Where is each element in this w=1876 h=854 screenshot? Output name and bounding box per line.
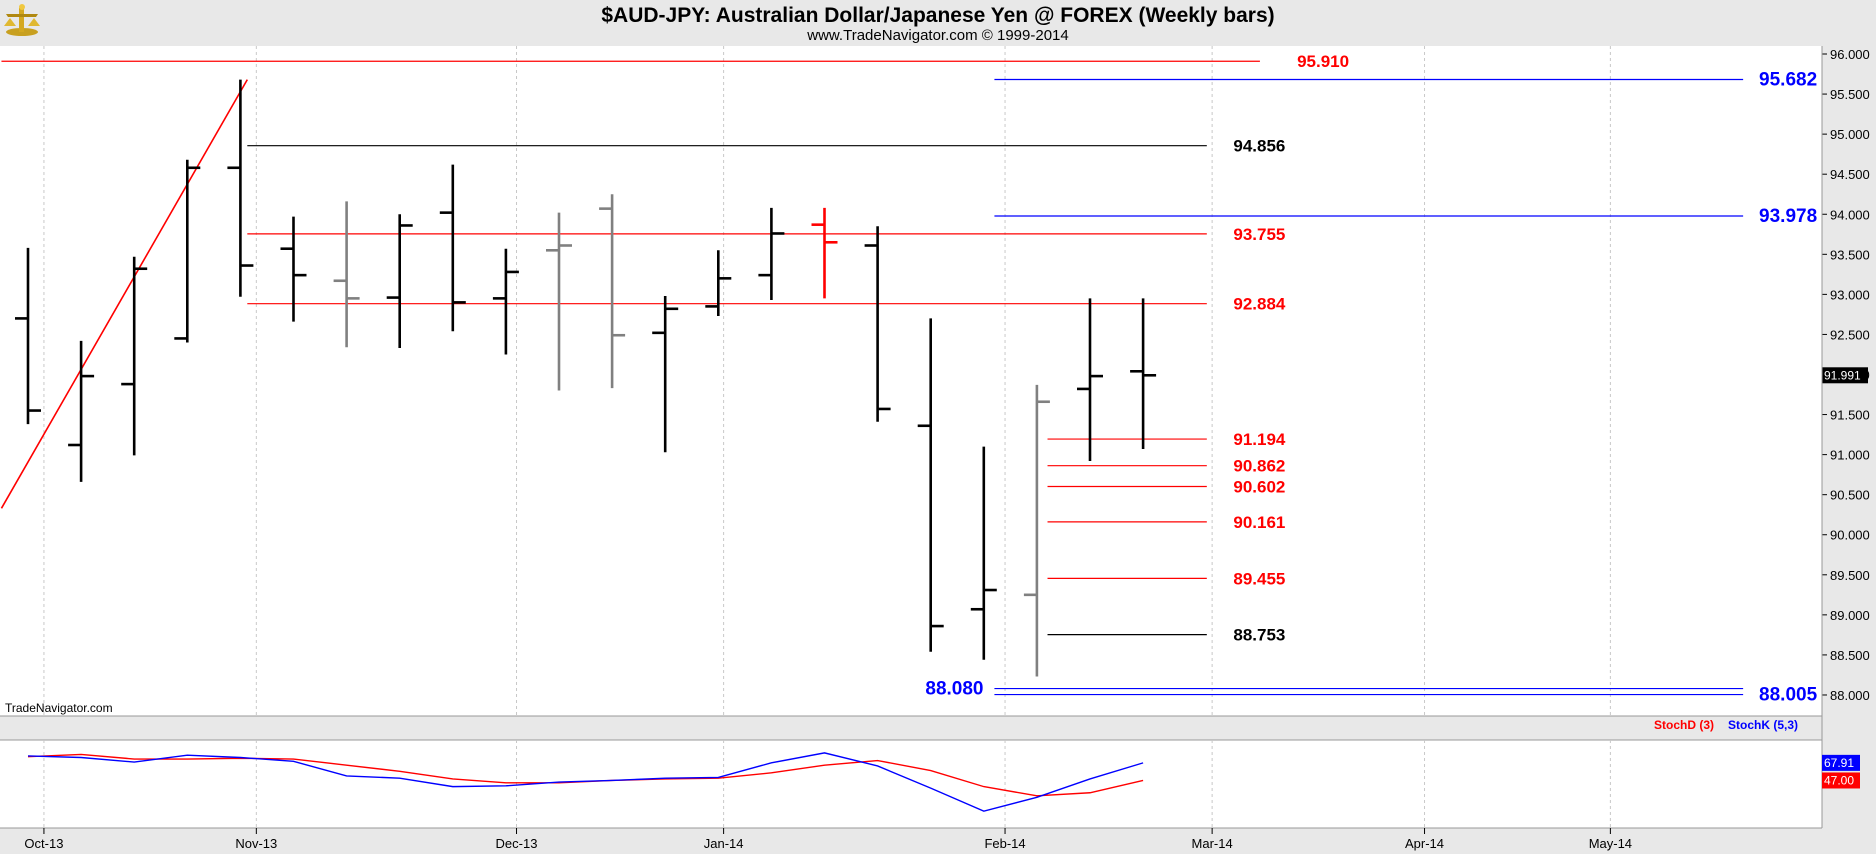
ohlc-bar xyxy=(15,247,41,425)
date-tick-label: Feb-14 xyxy=(984,836,1025,851)
date-axis: Oct-13 Nov-13 Dec-13 Jan-14 Feb-14 Mar-14 Apr-… xyxy=(24,828,1632,851)
price-tick-label: 89.000 xyxy=(1830,608,1870,623)
legend-stochd: StochD (3) xyxy=(1654,718,1714,732)
price-tick-label: 88.000 xyxy=(1830,688,1870,703)
date-tick-label: Mar-14 xyxy=(1192,836,1233,851)
ohlc-bar xyxy=(1130,298,1157,450)
stoch-grid xyxy=(43,740,1611,828)
level-label: 93.978 xyxy=(1759,206,1817,227)
price-tick-label: 93.500 xyxy=(1830,247,1870,262)
price-tick-label: 90.500 xyxy=(1830,488,1870,503)
ohlc-bar xyxy=(1077,298,1103,462)
ohlc-bar xyxy=(68,340,95,482)
level-label: 92.884 xyxy=(1233,295,1286,314)
watermark-text: TradeNavigator.com xyxy=(5,701,113,715)
level-label: 91.194 xyxy=(1233,430,1286,449)
date-tick-label: Dec-13 xyxy=(496,836,538,851)
stoch-value-label: 47.00 xyxy=(1824,773,1854,787)
date-tick-label: Jan-14 xyxy=(704,836,744,851)
ohlc-bar xyxy=(864,226,891,422)
last-price-tag xyxy=(1822,367,1868,384)
stoch-value-label: 67.91 xyxy=(1824,756,1854,770)
ohlc-bar xyxy=(227,79,254,297)
price-axis: 96.000 95.500 95.000 94.500 94.000 93.500 93.0… xyxy=(1822,47,1870,703)
ohlc-bar xyxy=(121,256,148,456)
ohlc-bar xyxy=(599,194,626,389)
price-tick-label: 95.000 xyxy=(1830,127,1870,142)
ohlc-bar xyxy=(439,164,466,332)
price-axis-band xyxy=(1822,46,1876,854)
ohlc-bar xyxy=(811,207,838,299)
level-label: 89.455 xyxy=(1233,569,1285,588)
header-band xyxy=(0,0,1876,46)
ohlc-bar xyxy=(492,248,519,355)
level-label: 88.753 xyxy=(1233,626,1285,645)
price-levels: 95.910 95.682 94.856 93.978 93.755 92.884 91.1… xyxy=(1,52,1818,706)
level-label: 94.856 xyxy=(1233,137,1285,156)
level-label: 95.682 xyxy=(1759,69,1817,90)
level-label: 88.005 xyxy=(1759,685,1818,706)
trendline xyxy=(0,79,248,509)
level-label: 90.862 xyxy=(1233,457,1285,476)
ohlc-bar xyxy=(546,212,572,391)
price-tick-label: 91.000 xyxy=(1830,448,1870,463)
level-label: 90.161 xyxy=(1233,513,1285,532)
ohlc-bar xyxy=(333,201,360,348)
level-label: 93.755 xyxy=(1233,225,1285,244)
stoch-value-tag xyxy=(1822,772,1860,789)
price-tick-label: 93.000 xyxy=(1830,287,1870,302)
price-tick-label: 88.500 xyxy=(1830,648,1870,663)
last-price-label: 91.991 xyxy=(1824,368,1861,382)
price-tick-label: 96.000 xyxy=(1830,47,1870,62)
level-label: 88.080 xyxy=(925,679,983,700)
date-tick-label: Apr-14 xyxy=(1405,836,1444,851)
chart-subtitle: www.TradeNavigator.com © 1999-2014 xyxy=(806,27,1068,44)
price-tick-label: 94.000 xyxy=(1830,207,1870,222)
level-label: 90.602 xyxy=(1233,478,1285,497)
price-tick-label: 91.500 xyxy=(1830,408,1870,423)
date-tick-label: May-14 xyxy=(1589,836,1632,851)
ohlc-bar xyxy=(386,214,413,349)
level-label: 95.910 xyxy=(1297,52,1349,71)
price-tick-label: 95.500 xyxy=(1830,87,1870,102)
separator-band xyxy=(0,716,1822,740)
ohlc-bar xyxy=(758,207,785,300)
stoch-value-tag xyxy=(1822,754,1860,771)
ohlc-bar xyxy=(652,295,679,453)
trendline-segment xyxy=(0,79,248,509)
stochastic-panel: 47.00 67.91 StochD (3) StochK (5,3) xyxy=(27,718,1860,812)
ohlc-bar xyxy=(280,216,307,322)
ohlc-bar xyxy=(1023,384,1050,677)
ohlc-bar xyxy=(174,159,201,343)
price-tick-label: 89.500 xyxy=(1830,568,1870,583)
ohlc-bar xyxy=(917,318,944,652)
date-axis-band xyxy=(0,828,1876,854)
ohlc-bar xyxy=(705,250,732,317)
ohlc-bar xyxy=(970,446,997,660)
price-grid xyxy=(43,46,1611,716)
chart-title: $AUD-JPY: Australian Dollar/Japanese Yen… xyxy=(601,4,1274,27)
date-tick-label: Oct-13 xyxy=(24,836,63,851)
ohlc-bars xyxy=(15,79,1157,677)
price-tick-label: 92.500 xyxy=(1830,327,1870,342)
date-tick-label: Nov-13 xyxy=(235,836,277,851)
gold-scale-icon xyxy=(4,4,40,36)
legend-stochk: StochK (5,3) xyxy=(1728,718,1798,732)
price-tick-label: 94.500 xyxy=(1830,167,1870,182)
stoch-line xyxy=(27,752,1144,812)
price-tick-label: 90.000 xyxy=(1830,528,1870,543)
